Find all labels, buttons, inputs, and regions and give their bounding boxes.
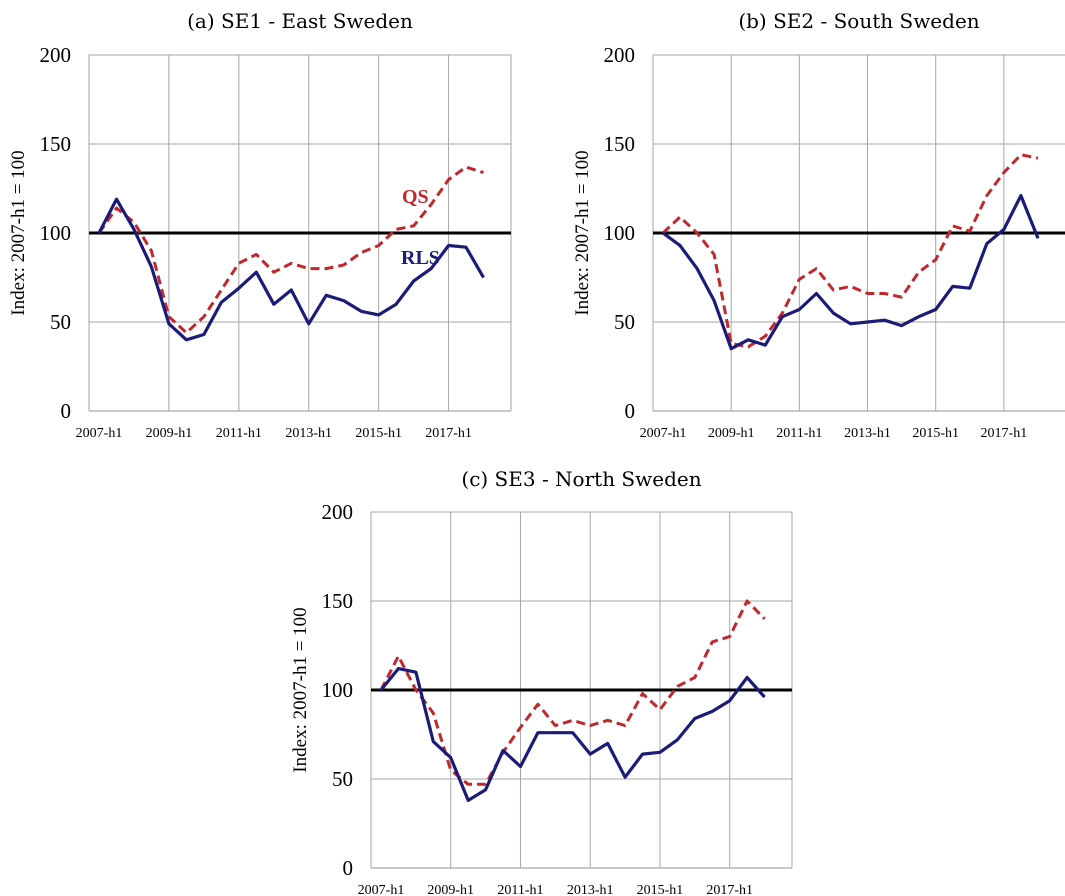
series-line-qs: [379, 599, 766, 786]
x-tick-label: 2007-h1: [358, 883, 405, 896]
y-tick-label: 100: [322, 678, 354, 702]
series-line-rls: [379, 666, 766, 803]
y-axis-label: Index: 2007-h1 = 100: [290, 607, 311, 772]
chart-title: (a) SE1 - East Sweden: [187, 9, 413, 33]
x-tick-label: 2009-h1: [708, 426, 755, 441]
series-label-qs: QS: [402, 186, 429, 208]
x-tick-label: 2015-h1: [637, 883, 684, 896]
chart-title: (c) SE3 - North Sweden: [461, 467, 701, 491]
chart-panel-2: (b) SE2 - South Sweden Index: 2007-h1 = 1…: [572, 9, 1065, 441]
y-tick-label: 200: [40, 43, 72, 67]
y-axis-label: Index: 2007-h1 = 100: [8, 150, 29, 315]
x-tick-label: 2017-h1: [425, 426, 472, 441]
y-tick-label: 150: [40, 132, 72, 156]
x-tick-label: 2011-h1: [497, 883, 543, 896]
x-tick-label: 2013-h1: [567, 883, 614, 896]
chart-panel-3: (c) SE3 - North Sweden Index: 2007-h1 = 1…: [290, 467, 793, 896]
y-axis-label: Index: 2007-h1 = 100: [572, 150, 593, 315]
x-tick-label: 2007-h1: [640, 426, 687, 441]
y-tick-label: 0: [343, 856, 354, 880]
chart-title: (b) SE2 - South Sweden: [738, 9, 979, 33]
y-tick-label: 200: [322, 500, 354, 524]
y-tick-label: 100: [40, 221, 72, 245]
y-tick-label: 150: [322, 589, 354, 613]
series-line-rls: [97, 197, 485, 342]
x-tick-label: 2009-h1: [427, 883, 474, 896]
x-tick-label: 2011-h1: [776, 426, 822, 441]
x-tick-label: 2013-h1: [844, 426, 891, 441]
x-tick-label: 2017-h1: [981, 426, 1028, 441]
x-tick-label: 2011-h1: [216, 426, 262, 441]
x-tick-label: 2015-h1: [355, 426, 402, 441]
series-line-qs: [97, 165, 484, 335]
x-tick-label: 2017-h1: [706, 883, 753, 896]
x-tick-label: 2013-h1: [285, 426, 332, 441]
y-tick-label: 150: [604, 132, 636, 156]
y-tick-label: 0: [625, 399, 636, 423]
series-line-rls: [662, 194, 1040, 351]
y-tick-label: 50: [614, 310, 635, 334]
x-tick-label: 2007-h1: [76, 426, 123, 441]
y-tick-label: 200: [604, 43, 636, 67]
y-tick-label: 50: [50, 310, 71, 334]
series-label-rls: RLS: [401, 247, 440, 269]
y-tick-label: 50: [332, 767, 353, 791]
x-tick-label: 2009-h1: [146, 426, 193, 441]
y-tick-label: 100: [604, 221, 636, 245]
x-tick-label: 2015-h1: [912, 426, 959, 441]
y-tick-label: 0: [61, 399, 72, 423]
series-line-qs: [661, 153, 1039, 349]
chart-panel-1: (a) SE1 - East Sweden Index: 2007-h1 = 10…: [8, 9, 512, 441]
